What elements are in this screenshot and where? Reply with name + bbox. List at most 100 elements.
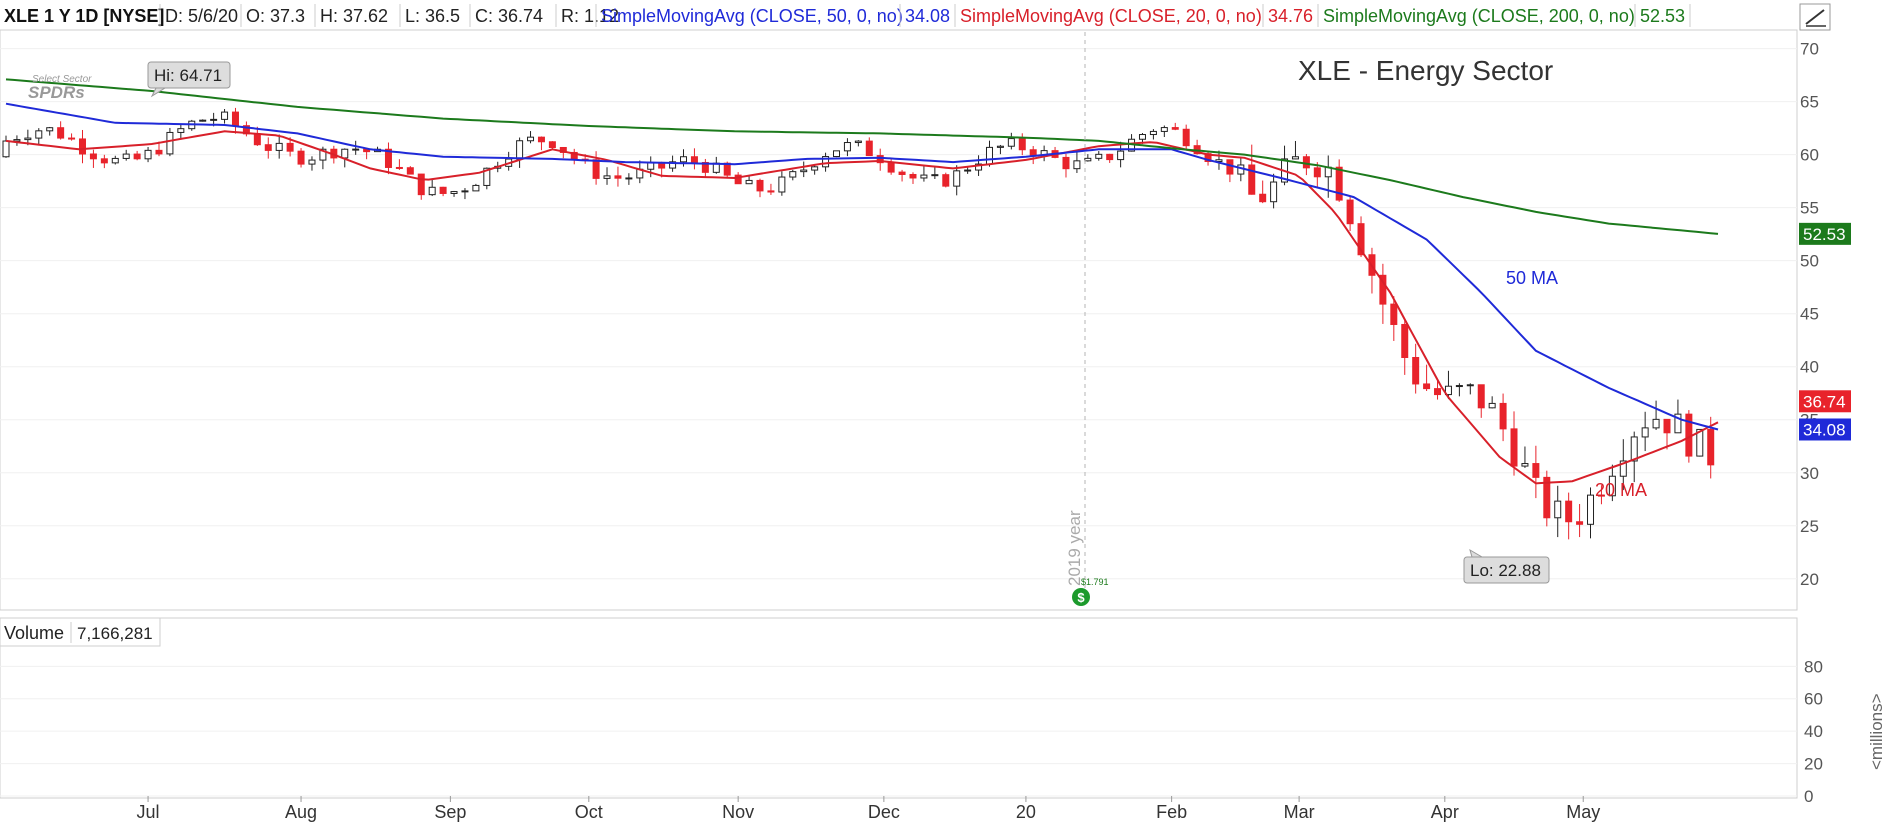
candle-body [592, 159, 600, 179]
volume-axis: 0 20 40 60 80 [0, 657, 1823, 806]
price-tick-label: 65 [1800, 93, 1819, 112]
candle-body [1259, 193, 1267, 203]
candle-body [996, 145, 1004, 148]
candle-body [253, 133, 261, 146]
logo-top-text: Select Sector [32, 74, 92, 85]
low-callout: Lo: 22.88 [1463, 548, 1550, 584]
candle-body [603, 175, 611, 179]
candle-body [428, 186, 436, 196]
candle-body [78, 138, 86, 155]
header-bar: XLE 1 Y 1D [NYSE] D: 5/6/20 O: 37.3 H: 3… [0, 0, 1797, 30]
price-axis: 2025303540455055606570 [1800, 40, 1819, 589]
volume-tick-label: 20 [1804, 755, 1823, 774]
dollar-icon: $ [1077, 590, 1085, 605]
candle-body [833, 150, 841, 158]
candle-body [144, 149, 152, 160]
close-label: C: 36.74 [475, 6, 543, 26]
candle-body [417, 173, 425, 196]
candle-body [1641, 427, 1649, 438]
candle-body [1138, 134, 1146, 140]
candle-body [1587, 494, 1595, 525]
candle-body [909, 173, 917, 179]
low-callout-text: Lo: 22.88 [1470, 561, 1541, 580]
candle-body [24, 137, 32, 141]
candle-body [985, 146, 993, 165]
candle-body [767, 190, 775, 193]
price-tick-label: 25 [1800, 517, 1819, 536]
candle-body [221, 111, 229, 120]
candle-body [1062, 156, 1070, 170]
candle-body [1073, 160, 1081, 170]
sma200-label: SimpleMovingAvg (CLOSE, 200, 0, no) [1323, 6, 1635, 26]
candle-body [898, 171, 906, 175]
candle-body [210, 118, 218, 121]
range-label: R: 1.12 [561, 6, 619, 26]
sma20-label: SimpleMovingAvg (CLOSE, 20, 0, no) [960, 6, 1262, 26]
last-value-text: 36.74 [1803, 392, 1846, 411]
candle-body [1160, 127, 1168, 132]
price-tick-label: 70 [1800, 40, 1819, 59]
candle-body [89, 153, 97, 160]
month-label: Aug [285, 802, 317, 822]
month-label: Dec [868, 802, 900, 822]
low-label: L: 36.5 [405, 6, 460, 26]
candle-body [1499, 402, 1507, 430]
volume-tick-label: 80 [1804, 657, 1823, 676]
candle-body [461, 190, 469, 193]
moving-average-lines [5, 78, 1719, 485]
candle-body [1313, 167, 1321, 178]
high-label: H: 37.62 [320, 6, 388, 26]
high-callout-text: Hi: 64.71 [154, 66, 222, 85]
candle-body [1007, 138, 1015, 147]
last-value-badge [1799, 222, 1851, 245]
candle-body [778, 176, 786, 193]
candle-body [625, 177, 633, 180]
candle-body [1565, 500, 1573, 523]
candle-body [1576, 521, 1584, 525]
price-tick-label: 30 [1800, 464, 1819, 483]
high-callout: Hi: 64.71 [147, 61, 231, 98]
logo-main-text: SPDRs [28, 83, 85, 102]
drawing-tool-icon[interactable] [1799, 3, 1831, 31]
candle-body [1117, 150, 1125, 161]
candle-body [57, 127, 65, 139]
ma50-annotation: 50 MA [1506, 268, 1558, 288]
candle-body [822, 156, 830, 168]
candle-body [1477, 384, 1485, 409]
month-label: Oct [575, 802, 603, 822]
sma20-value: 34.76 [1268, 6, 1313, 26]
candle-body [1630, 436, 1638, 462]
price-tick-label: 40 [1800, 358, 1819, 377]
candle-body [308, 159, 316, 165]
spdr-logo: Select Sector SPDRs [28, 74, 92, 102]
candle-body [1444, 385, 1452, 396]
candle-body [275, 142, 283, 151]
candle-body [439, 186, 447, 194]
candle-body [1466, 384, 1474, 387]
candle-body [1597, 494, 1605, 497]
year-label: 2019 year [1065, 510, 1084, 586]
candle-body [680, 156, 688, 163]
dividend-marker[interactable]: $1.791 $ [1072, 577, 1109, 606]
candle-body [1379, 274, 1387, 305]
ma-line-50-ma [5, 102, 1719, 431]
sma50-value: 34.08 [905, 6, 950, 26]
candle-body [133, 153, 141, 160]
candle-body [1335, 166, 1343, 201]
price-tick-label: 55 [1800, 199, 1819, 218]
volume-unit-label: <millions> [1867, 693, 1886, 770]
candle-body [854, 140, 862, 144]
candle-body [1390, 303, 1398, 325]
candle-body [953, 170, 961, 187]
candle-body [1608, 475, 1616, 497]
candle-body [843, 142, 851, 152]
candle-body [395, 166, 403, 169]
dividend-icon[interactable] [1072, 588, 1090, 606]
candle-body [690, 156, 698, 163]
candle-body [1619, 460, 1627, 477]
candle-body [1696, 428, 1704, 457]
price-tick-label: 45 [1800, 305, 1819, 324]
candle-body [1707, 428, 1715, 466]
candle-body [1270, 181, 1278, 203]
candle-body [352, 148, 360, 151]
